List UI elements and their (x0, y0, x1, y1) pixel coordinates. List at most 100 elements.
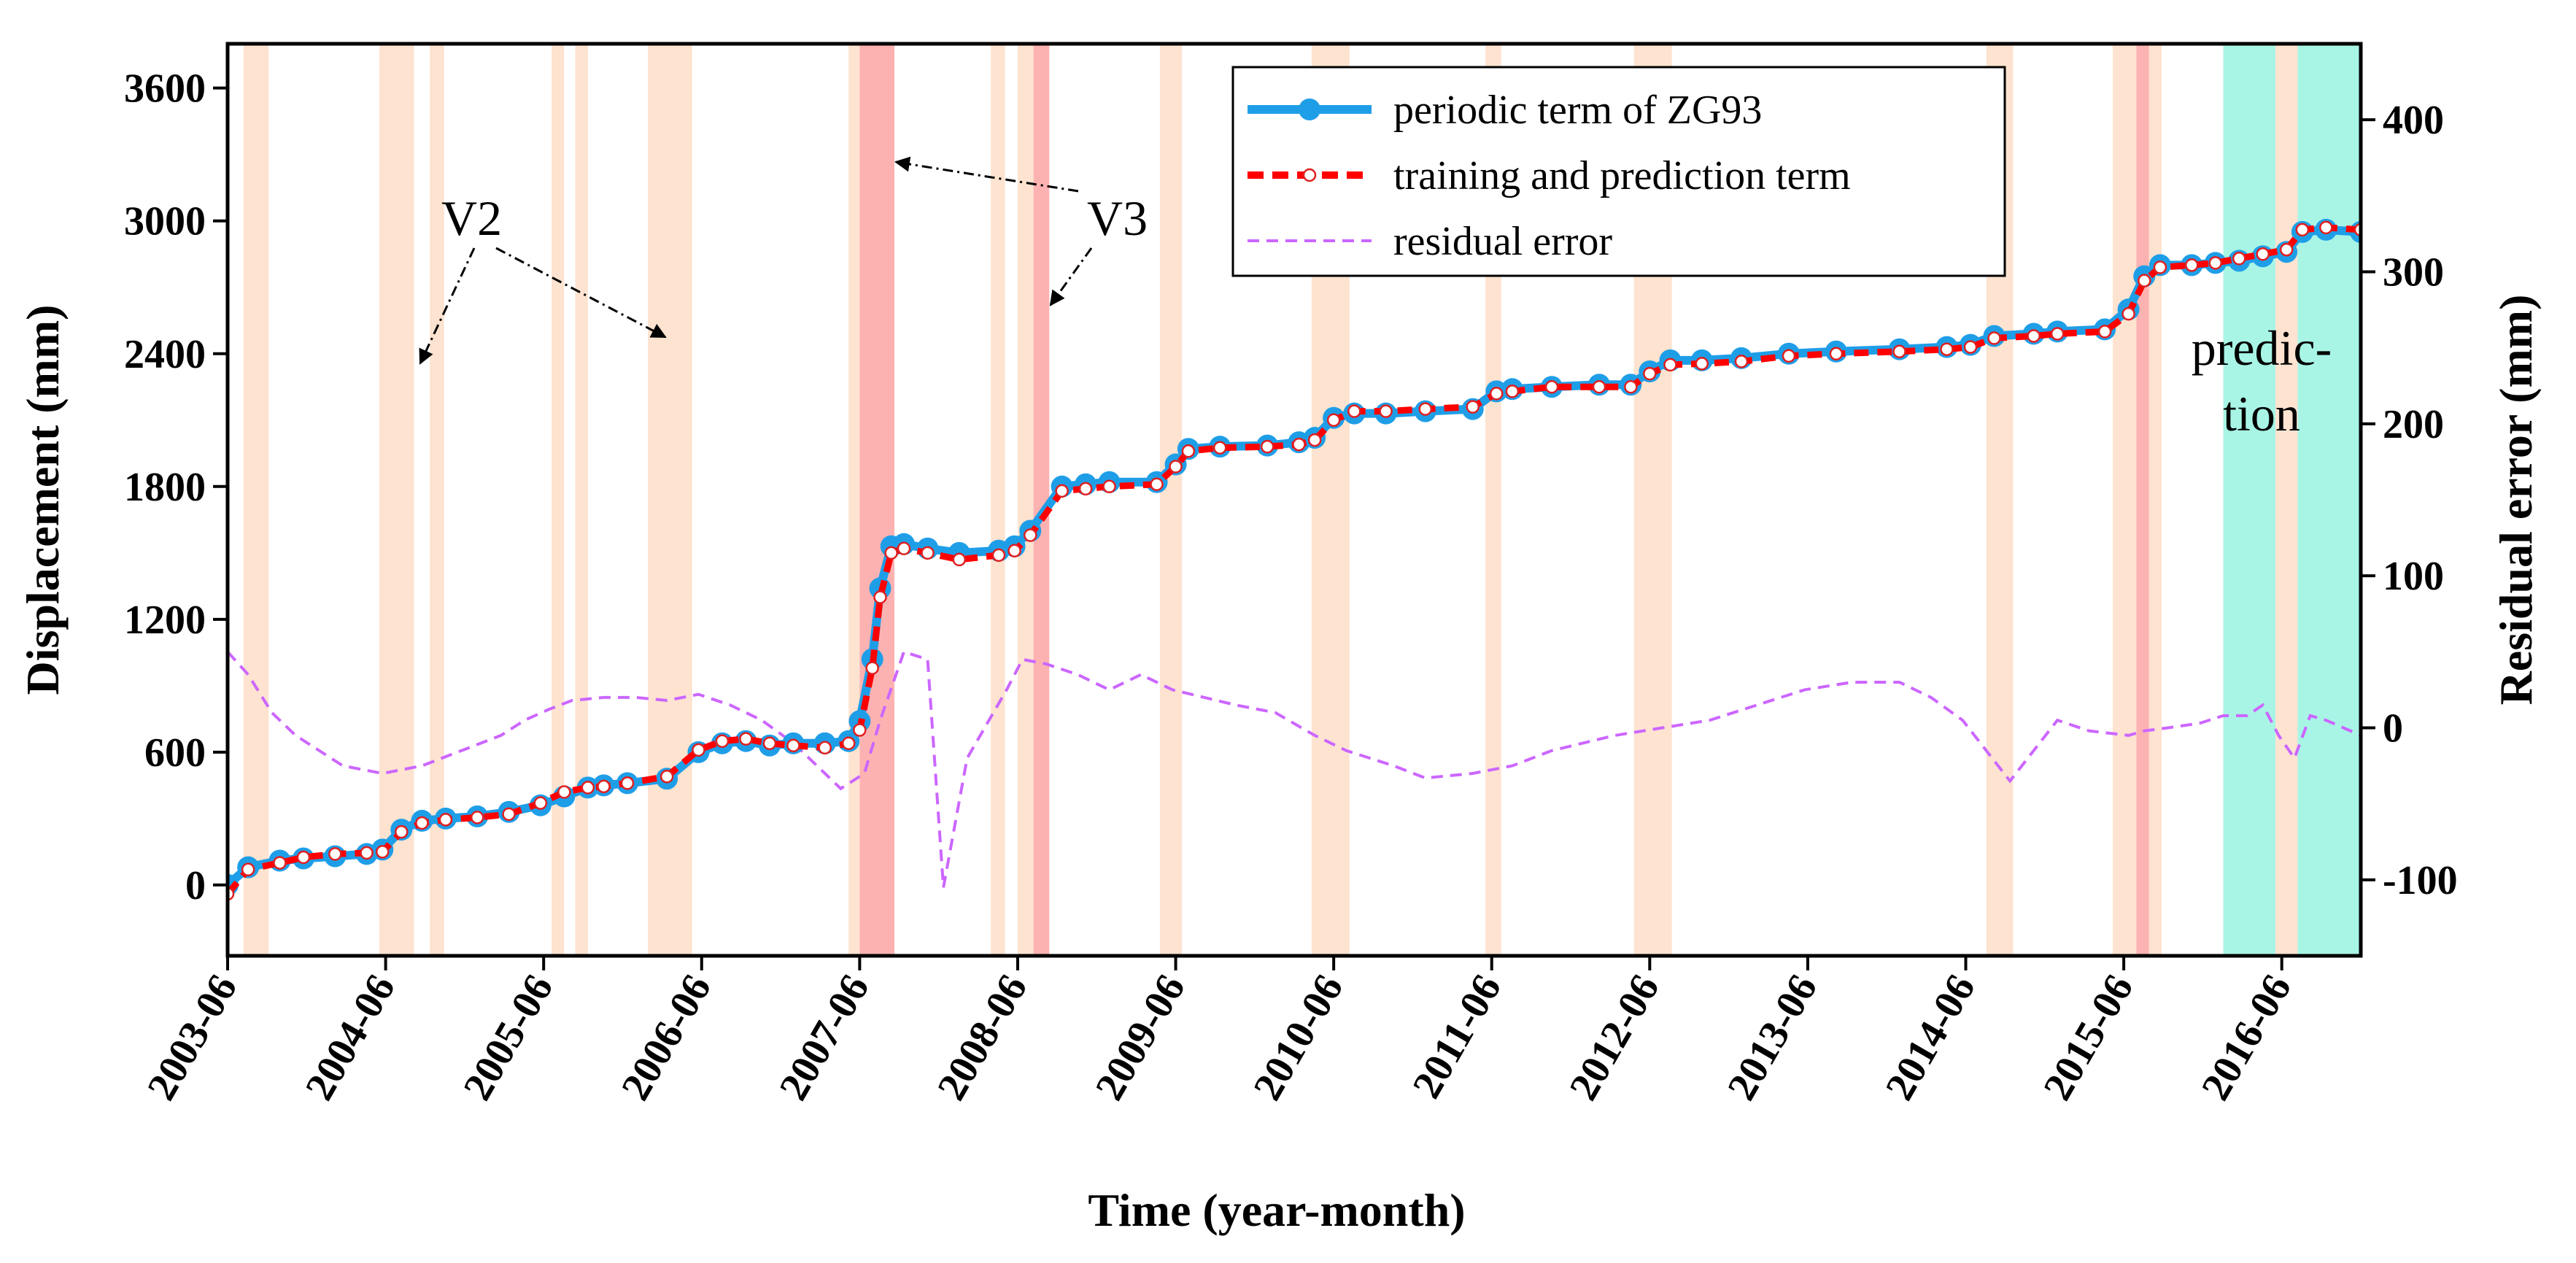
training-point-20 (739, 732, 753, 746)
training-point-39 (1169, 460, 1183, 474)
training-point-7 (395, 824, 409, 839)
training-point-57 (1695, 357, 1709, 371)
training-point-25 (853, 723, 867, 737)
region-v3-17 (2136, 44, 2149, 956)
plot-frame (225, 42, 2363, 958)
region-v2-9 (1017, 44, 1034, 956)
training-point-45 (1326, 413, 1341, 428)
training-point-62 (1940, 342, 1954, 356)
training-point-13 (557, 785, 571, 799)
training-point-61 (1892, 344, 1906, 358)
y2-tick-label-5: 400 (2383, 98, 2444, 143)
x-tick-label-5: 2008-06 (929, 967, 1036, 1108)
x-tick-label-10: 2013-06 (1719, 967, 1826, 1108)
region-v2-4 (575, 44, 588, 956)
series-residual-error-line (228, 649, 2361, 888)
annotation-v3-label: V3 (1087, 190, 1148, 246)
training-point-8 (415, 816, 429, 830)
training-point-12 (533, 796, 548, 810)
annotation-v2-arrow-1 (419, 247, 476, 365)
training-point-73 (2232, 252, 2246, 266)
legend-marker-periodic (1299, 99, 1320, 120)
region-v2-2 (430, 44, 444, 956)
training-point-11 (502, 807, 516, 822)
training-point-5 (360, 846, 374, 860)
y2-tick-label-1: 0 (2383, 706, 2403, 752)
y-tick-label-1: 600 (144, 730, 206, 776)
training-point-58 (1734, 355, 1749, 368)
training-point-9 (438, 813, 453, 827)
annotation-v3-arrow-2 (1049, 247, 1093, 306)
training-point-32 (991, 548, 1006, 563)
training-point-69 (2138, 274, 2151, 287)
legend-marker-training (1302, 168, 1317, 182)
region-v2-11 (1159, 44, 1183, 956)
training-point-29 (897, 541, 911, 555)
training-point-10 (470, 811, 484, 824)
region-v2-6 (848, 44, 860, 956)
training-point-36 (1078, 482, 1093, 496)
training-point-38 (1150, 477, 1164, 492)
training-point-37 (1102, 479, 1116, 494)
training-point-16 (620, 776, 635, 790)
region-v2-18 (2148, 44, 2162, 956)
training-point-49 (1466, 400, 1480, 414)
legend-label-periodic: periodic term of ZG93 (1393, 88, 1762, 133)
training-point-28 (884, 546, 898, 560)
legend-label-training: training and prediction term (1393, 153, 1851, 198)
training-point-27 (873, 590, 887, 604)
region-v2-3 (552, 44, 565, 956)
y2-axis-title: Residual error (mm) (2490, 295, 2542, 706)
annotation-v3-arrow-1 (894, 156, 1079, 193)
x-tick-label-8: 2011-06 (1404, 967, 1510, 1106)
x-tick-label-11: 2014-06 (1877, 967, 1984, 1108)
training-point-77 (2319, 220, 2333, 235)
training-point-63 (1963, 340, 1978, 354)
training-point-21 (762, 736, 777, 750)
x-tick-label-3: 2006-06 (613, 967, 720, 1108)
x-tick-label-6: 2009-06 (1087, 967, 1194, 1108)
y2-tick-label-0: -100 (2383, 858, 2458, 903)
training-point-19 (715, 734, 730, 748)
training-point-1 (241, 862, 255, 876)
training-point-6 (376, 845, 390, 859)
legend-label-residual: residual error (1393, 219, 1612, 264)
x-tick-label-0: 2003-06 (139, 967, 246, 1108)
annotation-v2: V2 (419, 190, 667, 365)
training-point-48 (1418, 402, 1433, 416)
training-point-14 (581, 781, 595, 795)
region-v3-7 (859, 44, 895, 956)
y-tick-label-0: 0 (185, 863, 206, 908)
training-point-54 (1624, 380, 1638, 394)
training-point-41 (1212, 441, 1227, 455)
training-point-4 (328, 847, 342, 861)
x-tick-label-12: 2015-06 (2035, 967, 2142, 1108)
y-tick-label-6: 3600 (124, 66, 206, 112)
training-point-34 (1024, 528, 1037, 542)
training-point-47 (1379, 404, 1393, 418)
region-prediction-19 (2223, 44, 2276, 956)
training-point-46 (1347, 404, 1361, 418)
y2-tick-label-3: 200 (2383, 402, 2444, 447)
training-point-50 (1489, 387, 1504, 401)
annotation-prediction-line1: predic- (2192, 320, 2332, 376)
training-point-74 (2256, 247, 2270, 261)
highlight-regions (243, 44, 2361, 956)
training-point-64 (1987, 331, 2001, 345)
series-layer (228, 218, 2361, 901)
training-point-40 (1181, 444, 1196, 458)
training-point-30 (921, 546, 935, 560)
x-tick-label-7: 2010-06 (1245, 967, 1352, 1108)
annotation-prediction-line2: tion (2223, 386, 2300, 441)
x-tick-label-2: 2005-06 (455, 967, 562, 1108)
region-prediction-20 (2297, 44, 2361, 956)
annotation-v3: V3 (894, 156, 1148, 306)
y-tick-label-2: 1200 (124, 598, 206, 643)
region-v2-5 (648, 44, 692, 956)
training-point-44 (1307, 433, 1322, 447)
training-point-55 (1643, 366, 1657, 381)
training-point-72 (2208, 256, 2222, 270)
y-tick-label-5: 3000 (124, 199, 206, 244)
training-point-42 (1260, 439, 1275, 454)
training-point-18 (692, 743, 705, 757)
